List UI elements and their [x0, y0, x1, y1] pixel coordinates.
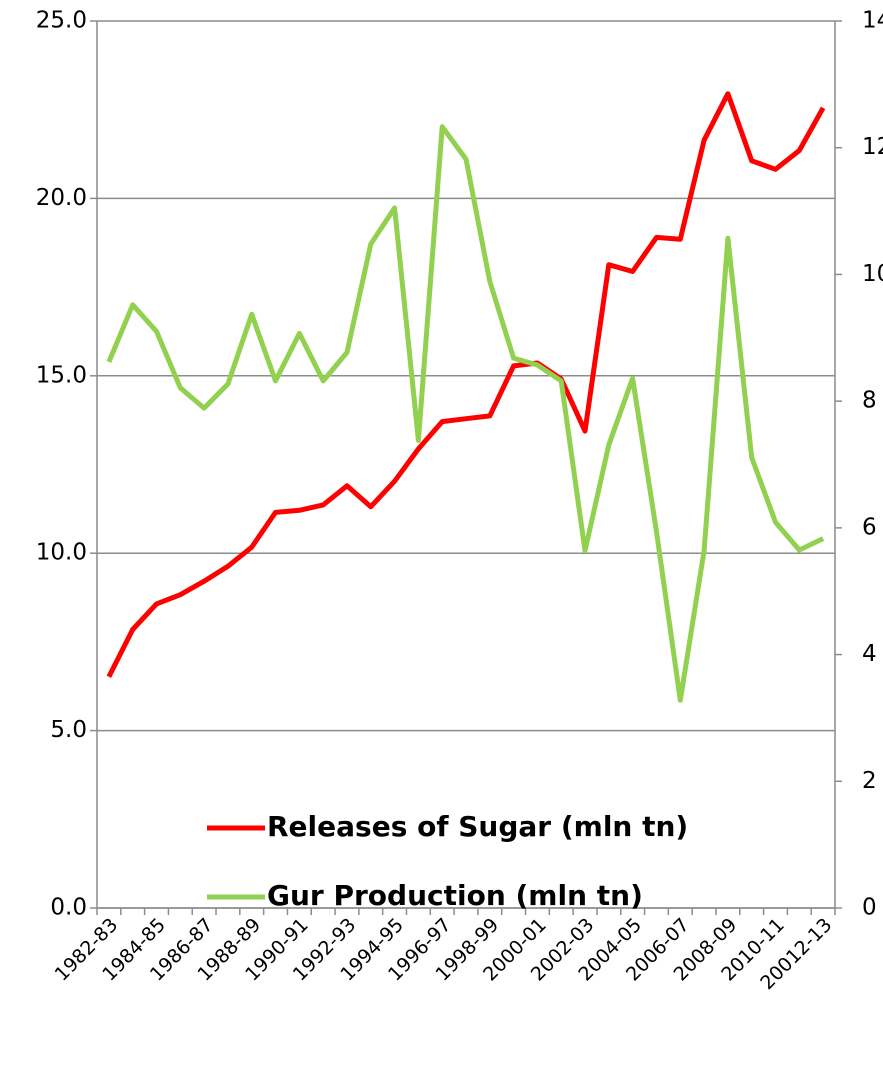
y-tick-label: 25.0	[36, 8, 87, 34]
y-tick-label: 20.0	[36, 185, 87, 211]
legend-label: Gur Production (mln tn)	[267, 879, 643, 912]
y2-tick-label: 0	[862, 895, 877, 921]
y2-tick-label: 14	[862, 8, 883, 34]
y-tick-label: 0.0	[50, 895, 87, 921]
y2-tick-label: 10	[862, 261, 883, 287]
y2-tick-label: 12	[862, 134, 883, 160]
series-line	[106, 91, 826, 678]
series-line	[106, 124, 825, 703]
y2-tick-label: 6	[862, 514, 877, 540]
y-tick-label: 15.0	[36, 362, 87, 388]
y2-tick-label: 8	[862, 388, 877, 414]
y-tick-label: 5.0	[50, 717, 87, 743]
y-tick-label: 10.0	[36, 540, 87, 566]
legend-label: Releases of Sugar (mln tn)	[267, 810, 688, 843]
y2-tick-label: 2	[862, 768, 877, 794]
y2-tick-label: 4	[862, 641, 877, 667]
